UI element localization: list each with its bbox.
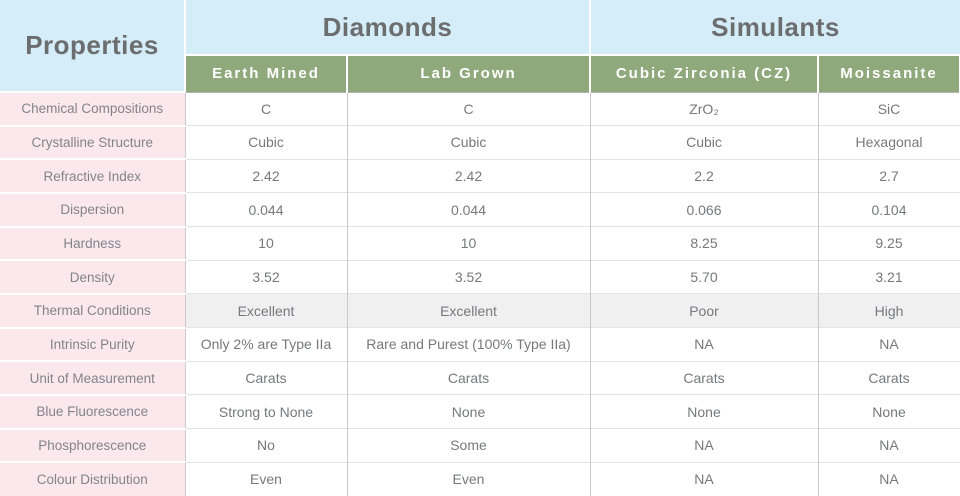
value-cell: Carats (346, 360, 590, 395)
table-row-refractive-index: Refractive Index 2.42 2.42 2.2 2.7 (0, 158, 960, 193)
column-header-moissanite: Moissanite (817, 54, 960, 93)
value-cell: Even (184, 461, 347, 496)
value-cell: 3.21 (817, 259, 960, 294)
property-cell: Hardness (0, 225, 185, 261)
group-header-simulants: Simulants (589, 0, 960, 55)
property-cell: Refractive Index (0, 158, 185, 193)
value-cell: C (346, 91, 590, 126)
table-row-chemical-compositions: Chemical Compositions C C ZrO₂ SiC (0, 91, 960, 126)
value-cell: ZrO₂ (589, 91, 818, 126)
value-cell: High (817, 293, 960, 328)
property-cell: Density (0, 259, 185, 294)
value-cell: NA (589, 327, 818, 362)
value-cell: Poor (589, 293, 818, 328)
value-cell: Cubic (346, 125, 590, 160)
value-cell: None (346, 394, 590, 429)
property-cell: Phosphorescence (0, 427, 185, 463)
value-cell: 2.7 (817, 158, 960, 193)
value-cell: Excellent (184, 293, 347, 328)
value-cell: Even (346, 461, 590, 496)
value-cell: Cubic (589, 125, 818, 160)
value-cell: 3.52 (184, 259, 347, 294)
value-cell: 0.044 (184, 192, 347, 227)
value-cell: NA (817, 327, 960, 362)
value-cell: 10 (346, 226, 590, 261)
value-cell: 8.25 (589, 226, 818, 261)
table-row-hardness: Hardness 10 10 8.25 9.25 (0, 225, 960, 261)
value-cell: Carats (184, 360, 347, 395)
property-cell: Dispersion (0, 191, 185, 227)
property-cell: Crystalline Structure (0, 124, 185, 160)
property-cell: Blue Fluorescence (0, 393, 185, 429)
value-cell: NA (817, 428, 960, 463)
value-cell: Rare and Purest (100% Type IIa) (346, 327, 590, 362)
value-cell: 10 (184, 226, 347, 261)
value-cell: NA (589, 461, 818, 496)
value-cell: 2.2 (589, 158, 818, 193)
value-cell: 3.52 (346, 259, 590, 294)
table-row-blue-fluorescence: Blue Fluorescence Strong to None None No… (0, 393, 960, 429)
property-cell: Unit of Measurement (0, 360, 185, 395)
table-row-thermal-conditions: Thermal Conditions Excellent Excellent P… (0, 292, 960, 328)
value-cell: NA (589, 428, 818, 463)
table-row-intrinsic-purity: Intrinsic Purity Only 2% are Type IIa Ra… (0, 326, 960, 362)
table-row-phosphorescence: Phosphorescence No Some NA NA (0, 427, 960, 463)
value-cell: None (817, 394, 960, 429)
table-row-dispersion: Dispersion 0.044 0.044 0.066 0.104 (0, 191, 960, 227)
value-cell: 2.42 (346, 158, 590, 193)
value-cell: 5.70 (589, 259, 818, 294)
property-cell: Thermal Conditions (0, 292, 185, 328)
properties-header: Properties (0, 0, 185, 92)
value-cell: Excellent (346, 293, 590, 328)
table-row-crystalline-structure: Crystalline Structure Cubic Cubic Cubic … (0, 124, 960, 160)
property-cell: Chemical Compositions (0, 91, 185, 126)
value-cell: Carats (817, 360, 960, 395)
value-cell: 0.066 (589, 192, 818, 227)
value-cell: Some (346, 428, 590, 463)
value-cell: Strong to None (184, 394, 347, 429)
table-row-unit-of-measurement: Unit of Measurement Carats Carats Carats… (0, 360, 960, 395)
value-cell: 0.104 (817, 192, 960, 227)
value-cell: 9.25 (817, 226, 960, 261)
column-header-cubic-zirconia: Cubic Zirconia (CZ) (589, 54, 818, 93)
value-cell: Only 2% are Type IIa (184, 327, 347, 362)
value-cell: C (184, 91, 347, 126)
group-header-diamonds: Diamonds (184, 0, 590, 55)
value-cell: None (589, 394, 818, 429)
value-cell: No (184, 428, 347, 463)
property-cell: Colour Distribution (0, 461, 185, 496)
column-header-row: Earth Mined Lab Grown Cubic Zirconia (CZ… (0, 54, 960, 93)
value-cell: Hexagonal (817, 125, 960, 160)
value-cell: Cubic (184, 125, 347, 160)
value-cell: SiC (817, 91, 960, 126)
column-header-lab-grown: Lab Grown (346, 54, 590, 93)
column-header-earth-mined: Earth Mined (184, 54, 347, 93)
property-cell: Intrinsic Purity (0, 326, 185, 362)
value-cell: Carats (589, 360, 818, 395)
value-cell: 2.42 (184, 158, 347, 193)
table-row-density: Density 3.52 3.52 5.70 3.21 (0, 259, 960, 294)
table-row-colour-distribution: Colour Distribution Even Even NA NA (0, 461, 960, 496)
group-header-row: Properties Diamonds Simulants (0, 0, 960, 92)
value-cell: 0.044 (346, 192, 590, 227)
value-cell: NA (817, 461, 960, 496)
